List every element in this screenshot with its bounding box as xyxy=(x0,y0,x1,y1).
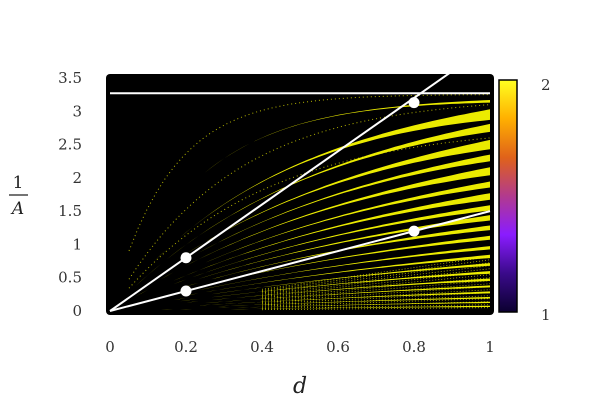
heatmap-band xyxy=(110,215,490,311)
y-tick-label: 0 xyxy=(72,302,82,320)
heatmap-fine-band xyxy=(261,295,490,306)
y-tick-label: 3 xyxy=(72,102,82,120)
heatmap-band xyxy=(110,301,490,311)
heatmap-fine-band xyxy=(261,268,490,295)
y-tick-label: 3.5 xyxy=(58,69,82,87)
x-axis-label: d xyxy=(293,374,307,399)
data-point xyxy=(408,225,420,237)
heatmap-fine-band xyxy=(261,262,490,293)
heatmap-band xyxy=(110,296,490,311)
heatmap-fine-band xyxy=(261,265,490,294)
fit-line xyxy=(109,210,491,312)
heatmap-fine-band xyxy=(261,307,490,311)
y-tick-label: 0.5 xyxy=(58,269,82,287)
heatmap-band xyxy=(110,291,490,311)
x-axis-ticks: 0 0.2 0.4 0.6 0.8 1 xyxy=(105,338,495,356)
heatmap-fine-band xyxy=(261,274,490,297)
heatmap-band xyxy=(110,246,490,311)
y-axis-ticks: 0 0.5 1 1.5 2 2.5 3 3.5 xyxy=(58,69,82,320)
heatmap-band xyxy=(110,225,490,311)
heatmap-band xyxy=(110,285,490,311)
x-tick-label: 0.6 xyxy=(326,338,350,356)
colorbar-max-label: 2 xyxy=(541,76,551,94)
heatmap-band xyxy=(110,271,490,311)
y-tick-label: 2 xyxy=(72,169,82,187)
heatmap-band xyxy=(110,235,490,311)
heatmap-fine-band xyxy=(261,271,490,296)
x-tick-label: 1 xyxy=(485,338,495,356)
heatmap-band xyxy=(110,193,490,311)
y-axis-label-numerator: 1 xyxy=(13,173,24,193)
heatmap-band xyxy=(110,263,490,311)
heatmap-fine-band xyxy=(261,304,490,309)
y-tick-label: 1 xyxy=(72,235,82,253)
heatmap-band xyxy=(110,305,490,311)
heatmap-fine-band xyxy=(261,292,490,305)
y-axis-label-denominator: A xyxy=(10,199,24,219)
heatmap-fine-band xyxy=(261,283,490,301)
y-axis-label: 1 A xyxy=(9,173,28,219)
heatmap-band xyxy=(110,254,490,311)
fit-lines xyxy=(109,70,491,312)
y-tick-label: 1.5 xyxy=(58,202,82,220)
heatmap-fine-band xyxy=(261,280,490,300)
data-point xyxy=(408,97,420,109)
heatmap-band xyxy=(110,278,490,311)
x-tick-label: 0.2 xyxy=(174,338,198,356)
heatmap-fine-band xyxy=(261,277,490,299)
colorbar-min-label: 1 xyxy=(541,306,551,324)
x-tick-label: 0.8 xyxy=(402,338,426,356)
heatmap-fine-band xyxy=(261,301,490,308)
colorbar xyxy=(498,79,518,313)
data-point xyxy=(180,252,192,264)
y-tick-label: 2.5 xyxy=(58,136,82,154)
data-point xyxy=(180,285,192,297)
heatmap-bands xyxy=(110,94,490,311)
x-tick-label: 0.4 xyxy=(250,338,274,356)
heatmap-faint-curve xyxy=(128,137,490,289)
heatmap-fine-band xyxy=(261,298,490,307)
x-tick-label: 0 xyxy=(105,338,115,356)
heatmap-fine-band xyxy=(261,289,490,303)
heatmap-fine-band xyxy=(261,286,490,302)
marker-points xyxy=(180,97,420,297)
fit-line xyxy=(109,70,453,312)
